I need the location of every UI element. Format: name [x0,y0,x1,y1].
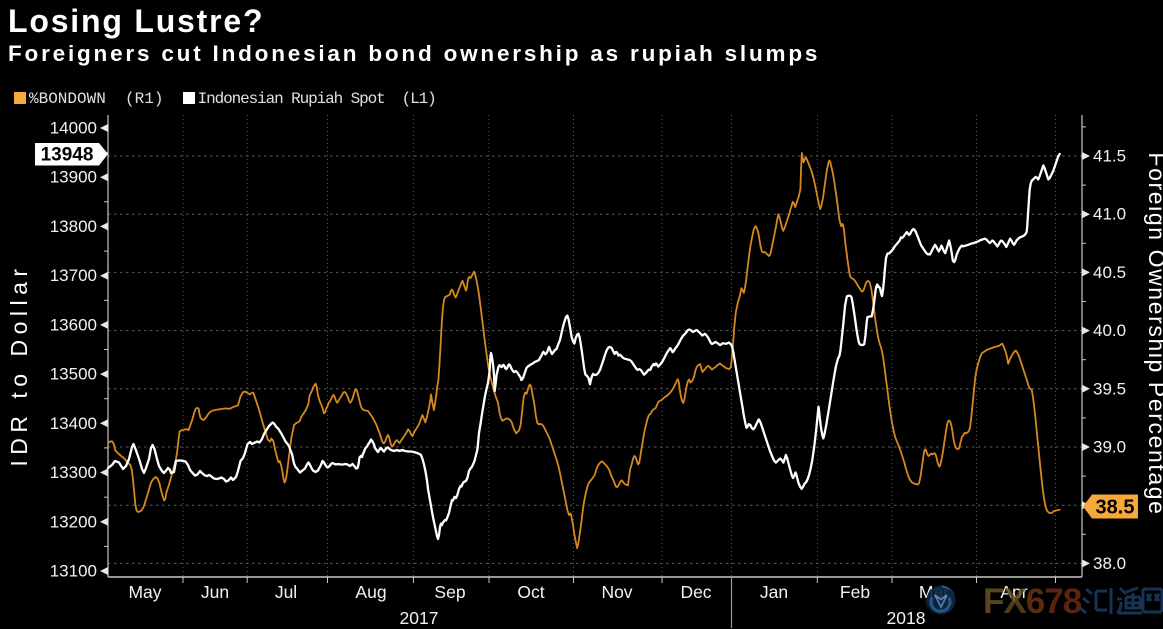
svg-text:39.5: 39.5 [1093,379,1126,398]
svg-text:41.5: 41.5 [1093,147,1126,166]
svg-text:13900: 13900 [50,168,97,187]
svg-text:39.0: 39.0 [1093,438,1126,457]
svg-text:40.5: 40.5 [1093,263,1126,282]
svg-text:40.0: 40.0 [1093,321,1126,340]
svg-text:13600: 13600 [50,315,97,334]
svg-text:13700: 13700 [50,266,97,285]
svg-text:FX678: FX678 [983,582,1082,621]
svg-text:13500: 13500 [50,365,97,384]
svg-text:Feb: Feb [840,582,870,602]
svg-text:14000: 14000 [50,119,97,138]
svg-text:38.5: 38.5 [1096,497,1135,519]
svg-text:13800: 13800 [50,217,97,236]
svg-text:2017: 2017 [400,608,439,628]
svg-text:Jan: Jan [760,582,788,602]
svg-text:2018: 2018 [887,608,926,628]
svg-text:13200: 13200 [50,512,97,531]
svg-text:Jul: Jul [275,582,297,602]
svg-text:Jun: Jun [201,582,229,602]
svg-text:Aug: Aug [355,582,386,602]
svg-text:Oct: Oct [517,582,544,602]
svg-text:13400: 13400 [50,414,97,433]
svg-text:13300: 13300 [50,463,97,482]
svg-text:Nov: Nov [601,582,632,602]
svg-text:13948: 13948 [41,145,94,166]
svg-text:13100: 13100 [50,562,97,581]
svg-text:Sep: Sep [434,582,465,602]
svg-text:IDR to Dollar: IDR to Dollar [6,263,32,466]
svg-text:38.0: 38.0 [1093,554,1126,573]
svg-text:Apr: Apr [1000,582,1027,602]
svg-text:Dec: Dec [680,582,711,602]
svg-text:41.0: 41.0 [1093,205,1126,224]
svg-text:Foreign Ownership Percentage: Foreign Ownership Percentage [1144,152,1163,515]
svg-text:May: May [128,582,161,602]
